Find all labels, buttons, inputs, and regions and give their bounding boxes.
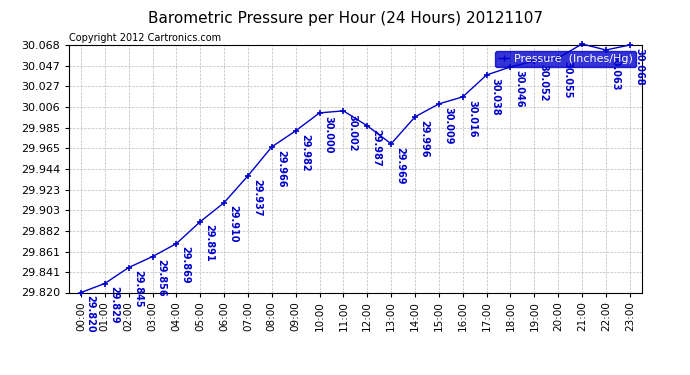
Text: 30.046: 30.046 <box>515 70 524 107</box>
Text: 29.910: 29.910 <box>228 206 238 243</box>
Text: Barometric Pressure per Hour (24 Hours) 20121107: Barometric Pressure per Hour (24 Hours) … <box>148 11 542 26</box>
Text: 30.068: 30.068 <box>634 48 644 86</box>
Legend: Pressure  (Inches/Hg): Pressure (Inches/Hg) <box>495 51 636 67</box>
Text: 30.038: 30.038 <box>491 78 501 116</box>
Text: 29.996: 29.996 <box>419 120 429 157</box>
Text: 29.891: 29.891 <box>204 224 215 262</box>
Text: 29.937: 29.937 <box>252 178 262 216</box>
Text: 29.856: 29.856 <box>157 260 167 297</box>
Text: 30.055: 30.055 <box>562 61 572 98</box>
Text: 29.845: 29.845 <box>132 270 143 308</box>
Text: 29.987: 29.987 <box>371 129 382 166</box>
Text: 29.869: 29.869 <box>181 246 190 284</box>
Text: 30.000: 30.000 <box>324 116 334 153</box>
Text: 29.829: 29.829 <box>109 286 119 324</box>
Text: 30.002: 30.002 <box>348 114 357 151</box>
Text: Copyright 2012 Cartronics.com: Copyright 2012 Cartronics.com <box>69 33 221 42</box>
Text: 29.820: 29.820 <box>85 295 95 333</box>
Text: 30.063: 30.063 <box>610 53 620 90</box>
Text: 30.009: 30.009 <box>443 106 453 144</box>
Text: 29.982: 29.982 <box>300 134 310 171</box>
Text: 30.052: 30.052 <box>538 64 549 101</box>
Text: 29.969: 29.969 <box>395 147 405 184</box>
Text: 30.069: 30.069 <box>0 374 1 375</box>
Text: 30.016: 30.016 <box>467 100 477 137</box>
Text: 29.966: 29.966 <box>276 150 286 187</box>
